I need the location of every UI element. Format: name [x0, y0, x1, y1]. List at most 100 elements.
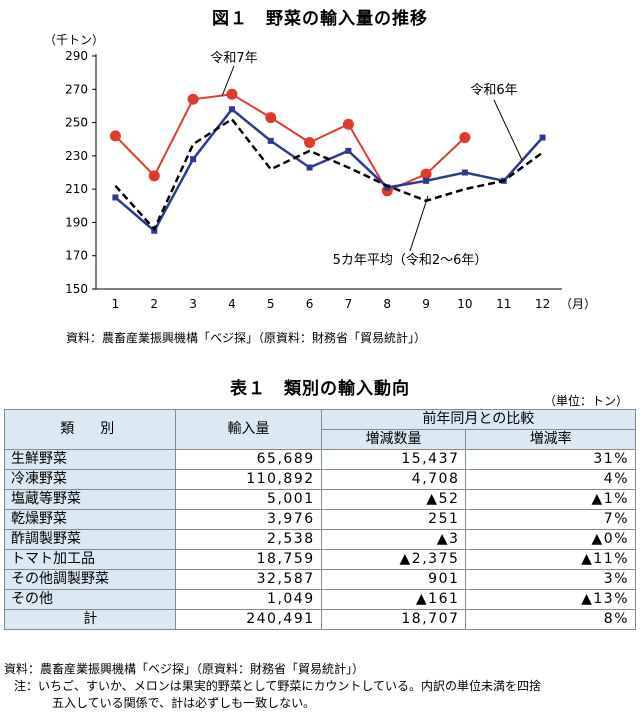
- data-point: [228, 106, 235, 113]
- series-line-2: [114, 117, 544, 232]
- cell-volume: 3,976: [175, 509, 322, 530]
- y-tick-label: 170: [65, 249, 88, 263]
- cell-volume: 240,491: [175, 609, 322, 630]
- cell-volume: 5,001: [175, 489, 322, 510]
- cell-name: 酢調製野菜: [3, 529, 177, 550]
- cell-name: 計: [3, 609, 177, 630]
- cell-volume: 65,689: [175, 449, 322, 470]
- table-source: 資料：農畜産業振興機構「ベジ探」（原資料：財務省「貿易統計」）: [4, 662, 365, 676]
- cell-rate: ▲13%: [465, 589, 636, 610]
- header-comparison: 前年同月との比較: [320, 409, 637, 430]
- cell-rate: 7%: [465, 509, 636, 530]
- table-row: その他 1,049 ▲161 ▲13%: [3, 589, 636, 610]
- series-label: 令和7年: [210, 51, 257, 66]
- cell-change: 901: [320, 569, 467, 590]
- x-tick-label: 8: [383, 297, 391, 311]
- x-tick-label: 3: [189, 297, 197, 311]
- x-tick-label: 4: [228, 297, 236, 311]
- cell-name: 塩蔵等野菜: [3, 489, 177, 510]
- cell-volume: 32,587: [175, 569, 322, 590]
- cell-name: その他: [3, 589, 177, 610]
- x-axis-unit: （月）: [560, 297, 596, 311]
- cell-change: ▲52: [320, 489, 467, 510]
- cell-volume: 2,538: [175, 529, 322, 550]
- x-tick-label: 9: [422, 297, 430, 311]
- y-tick-label: 270: [65, 82, 88, 96]
- cell-name: 生鮮野菜: [3, 449, 177, 470]
- data-point: [226, 88, 238, 100]
- data-point: [265, 112, 277, 124]
- data-point: [420, 168, 432, 180]
- cell-name: 乾燥野菜: [3, 509, 177, 530]
- table-row: 塩蔵等野菜 5,001 ▲52 ▲1%: [3, 489, 636, 510]
- legend-leader: [221, 65, 235, 97]
- cell-rate: 3%: [465, 569, 636, 590]
- chart-series: [109, 88, 546, 234]
- import-table: 類 別 輸入量 前年同月との比較 増減数量 増減率 生鮮野菜 65,689 15,4…: [3, 409, 637, 630]
- table-row: 乾燥野菜 3,976 251 7%: [3, 509, 636, 530]
- data-point: [345, 147, 352, 154]
- note-line-2: 五入している関係で、計は必ずしも一致しない。: [52, 696, 316, 710]
- cell-change: ▲2,375: [320, 549, 467, 570]
- chart-source: 資料：農畜産業振興機構「ベジ探」（原資料：財務省「貿易統計」）: [66, 331, 427, 345]
- data-point: [148, 170, 160, 182]
- series-label: 令和6年: [470, 83, 517, 98]
- y-tick-label: 250: [65, 116, 88, 130]
- header-rate: 増減率: [465, 429, 636, 450]
- x-tick-label: 5: [267, 297, 275, 311]
- cell-rate: 4%: [465, 469, 636, 490]
- cell-name: その他調製野菜: [3, 569, 177, 590]
- cell-volume: 110,892: [175, 469, 322, 490]
- cell-rate: ▲0%: [465, 529, 636, 550]
- data-point: [304, 137, 316, 149]
- x-tick-label: 2: [150, 297, 158, 311]
- data-point: [109, 130, 121, 142]
- legend-leader: [409, 195, 429, 252]
- table-title: 表１ 類別の輸入動向: [230, 379, 410, 399]
- cell-change: ▲161: [320, 589, 467, 610]
- header-category: 類 別: [3, 409, 177, 450]
- data-point: [267, 137, 274, 144]
- cell-change: 251: [320, 509, 467, 530]
- header-change: 増減数量: [320, 429, 467, 450]
- cell-name: トマト加工品: [3, 549, 177, 570]
- y-axis-label: （千トン）: [44, 33, 104, 47]
- header-volume: 輸入量: [175, 409, 322, 450]
- y-tick-label: 230: [65, 149, 88, 163]
- x-tick-label: 7: [345, 297, 353, 311]
- chart-title: 図１ 野菜の輸入量の推移: [212, 9, 428, 29]
- data-point: [112, 194, 119, 201]
- legend-leader: [493, 99, 523, 161]
- data-point: [342, 118, 354, 130]
- cell-volume: 18,759: [175, 549, 322, 570]
- table-row: 生鮮野菜 65,689 15,437 31%: [3, 449, 636, 470]
- x-tick-label: 1: [112, 297, 120, 311]
- data-point: [461, 169, 468, 176]
- y-tick-label: 290: [65, 49, 88, 63]
- cell-volume: 1,049: [175, 589, 322, 610]
- data-point: [187, 93, 199, 105]
- series-line-0: [114, 93, 466, 193]
- data-point: [539, 134, 546, 141]
- x-tick-label: 10: [457, 297, 472, 311]
- cell-rate: 31%: [465, 449, 636, 470]
- cell-change: ▲3: [320, 529, 467, 550]
- table-row: トマト加工品 18,759 ▲2,375 ▲11%: [3, 549, 636, 570]
- x-tick-label: 11: [496, 297, 511, 311]
- cell-change: 4,708: [320, 469, 467, 490]
- cell-change: 15,437: [320, 449, 467, 470]
- cell-rate: ▲1%: [465, 489, 636, 510]
- x-tick-label: 6: [306, 297, 314, 311]
- cell-name: 冷凍野菜: [3, 469, 177, 490]
- table-row: その他調製野菜 32,587 901 3%: [3, 569, 636, 590]
- data-point: [190, 156, 197, 163]
- series-label: 5カ年平均（令和2～6年）: [333, 253, 488, 268]
- y-tick-label: 190: [65, 215, 88, 229]
- cell-rate: 8%: [465, 609, 636, 630]
- cell-rate: ▲11%: [465, 549, 636, 570]
- table-row: 酢調製野菜 2,538 ▲3 ▲0%: [3, 529, 636, 550]
- table-unit: （単位：トン）: [543, 394, 628, 408]
